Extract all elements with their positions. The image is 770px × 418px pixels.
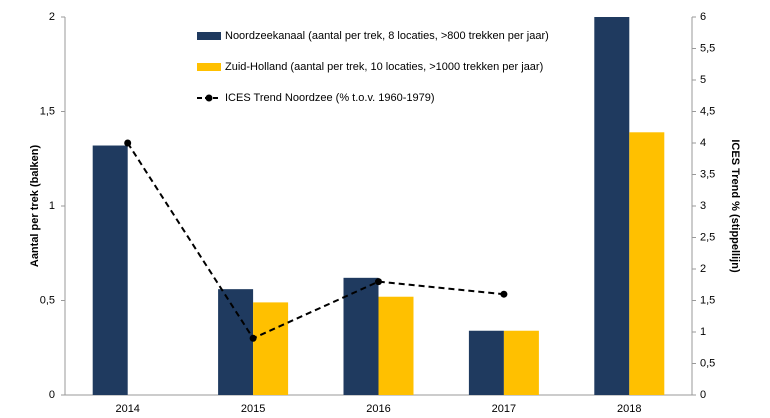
trend-point — [249, 334, 257, 342]
y-tick-label: 0,5 — [40, 294, 55, 306]
y-axis-title: Aantal per trek (balken) — [29, 145, 41, 268]
bar — [253, 302, 289, 395]
trend-point — [124, 139, 132, 147]
legend-label: ICES Trend Noordzee (% t.o.v. 1960-1979) — [225, 92, 435, 104]
y2-tick-label: 0,5 — [700, 357, 715, 369]
y2-tick-label: 2,5 — [700, 231, 715, 243]
trend-point — [500, 290, 508, 298]
y-tick-label: 1,5 — [40, 105, 55, 117]
y2-tick-label: 1,5 — [700, 294, 715, 306]
legend-swatch — [197, 63, 221, 71]
y2-tick-label: 4,5 — [700, 105, 715, 117]
y2-axis-title: ICES Trend % (stippellijn) — [729, 139, 741, 273]
y-tick-label: 0 — [49, 389, 55, 401]
y2-tick-label: 5 — [700, 74, 706, 86]
x-tick-label: 2017 — [492, 403, 516, 415]
bar — [468, 330, 504, 395]
legend-label: Noordzeekanaal (aantal per trek, 8 locat… — [225, 30, 549, 42]
y2-tick-label: 2 — [700, 263, 706, 275]
bar — [629, 132, 665, 396]
bar — [503, 330, 539, 395]
legend-label: Zuid-Holland (aantal per trek, 10 locati… — [225, 61, 543, 73]
y2-tick-label: 3,5 — [700, 168, 715, 180]
bar — [343, 277, 379, 395]
bar — [378, 296, 414, 395]
y2-tick-label: 4 — [700, 137, 706, 149]
x-tick-label: 2014 — [115, 403, 139, 415]
bar — [92, 145, 128, 395]
y2-tick-label: 1 — [700, 326, 706, 338]
trend-line — [126, 142, 504, 340]
x-tick-label: 2016 — [366, 403, 390, 415]
y2-tick-label: 0 — [700, 389, 706, 401]
y-tick-label: 1 — [49, 200, 55, 212]
legend-swatch — [197, 32, 221, 40]
y-tick-label: 2 — [49, 11, 55, 23]
y2-tick-label: 3 — [700, 200, 706, 212]
x-tick-label: 2018 — [617, 403, 641, 415]
legend-swatch — [205, 94, 213, 102]
y2-tick-label: 6 — [700, 11, 706, 23]
bar — [218, 289, 254, 395]
bar — [594, 17, 630, 395]
x-tick-label: 2015 — [241, 403, 265, 415]
y2-tick-label: 5,5 — [700, 42, 715, 54]
trend-point — [375, 278, 382, 286]
